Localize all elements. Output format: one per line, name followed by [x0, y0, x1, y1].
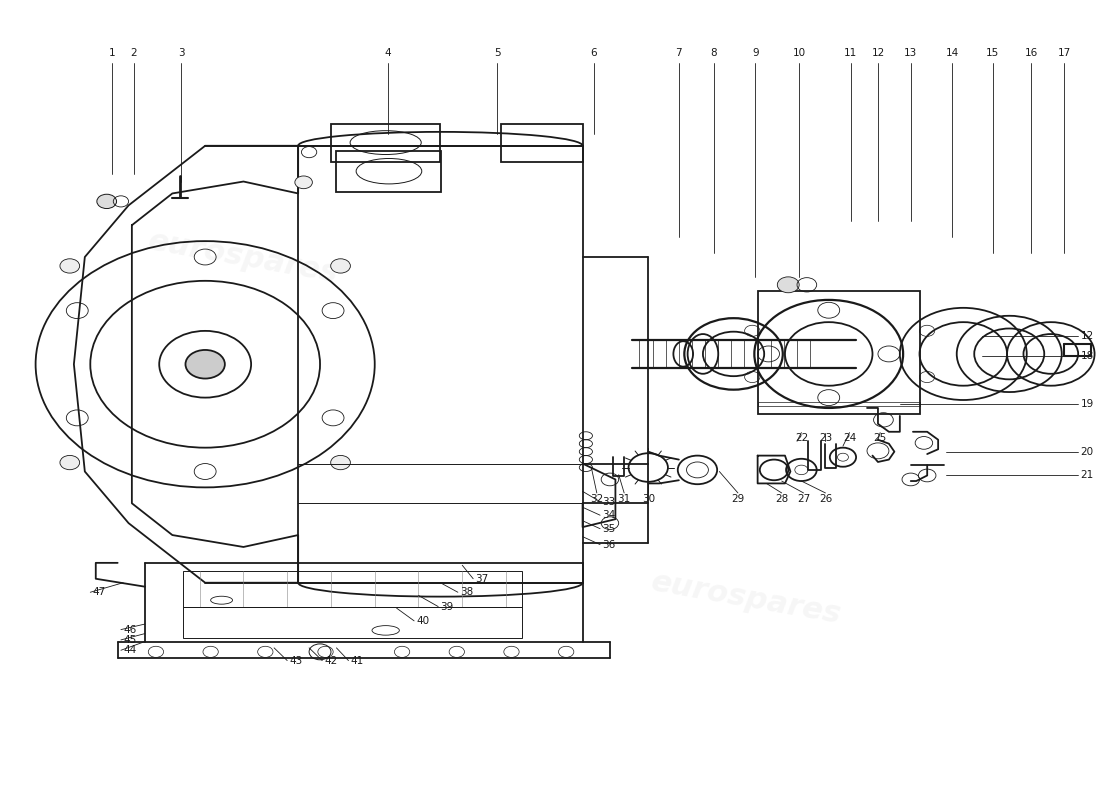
Text: 30: 30: [641, 494, 654, 504]
Text: 20: 20: [1080, 446, 1093, 457]
Text: 44: 44: [123, 646, 136, 655]
Text: 8: 8: [711, 48, 717, 58]
Circle shape: [97, 194, 117, 209]
Text: 47: 47: [92, 587, 106, 598]
Circle shape: [59, 258, 79, 273]
Text: 12: 12: [1080, 331, 1093, 342]
Circle shape: [778, 277, 800, 293]
Text: 6: 6: [591, 48, 597, 58]
Text: 41: 41: [351, 655, 364, 666]
Text: eurospares: eurospares: [146, 226, 341, 288]
Text: 9: 9: [752, 48, 759, 58]
Text: 17: 17: [1057, 48, 1070, 58]
Text: 42: 42: [324, 655, 338, 666]
Text: 25: 25: [873, 434, 887, 443]
Text: 12: 12: [871, 48, 884, 58]
Circle shape: [295, 176, 312, 189]
Text: 32: 32: [591, 494, 604, 504]
Text: 24: 24: [843, 434, 856, 443]
Text: 26: 26: [818, 494, 832, 504]
Text: 1: 1: [109, 48, 116, 58]
Circle shape: [331, 455, 351, 470]
Text: 23: 23: [818, 434, 832, 443]
Text: 36: 36: [603, 539, 616, 550]
Text: eurospares: eurospares: [649, 567, 844, 630]
Text: 11: 11: [844, 48, 857, 58]
Text: 29: 29: [732, 494, 745, 504]
Text: 28: 28: [776, 494, 789, 504]
Circle shape: [59, 455, 79, 470]
Text: 15: 15: [987, 48, 1000, 58]
Text: 46: 46: [123, 625, 136, 634]
Text: 31: 31: [617, 494, 630, 504]
Text: 33: 33: [603, 497, 616, 506]
Text: 18: 18: [1080, 351, 1093, 362]
Text: 4: 4: [385, 48, 392, 58]
Text: 38: 38: [460, 587, 473, 598]
Text: 2: 2: [131, 48, 138, 58]
Text: 7: 7: [675, 48, 682, 58]
Text: 3: 3: [178, 48, 185, 58]
Circle shape: [186, 350, 224, 378]
Text: 43: 43: [289, 655, 302, 666]
Text: 45: 45: [123, 635, 136, 645]
Text: 34: 34: [603, 510, 616, 520]
Text: 16: 16: [1024, 48, 1037, 58]
Text: 22: 22: [795, 434, 808, 443]
Text: 27: 27: [796, 494, 811, 504]
Text: 40: 40: [416, 616, 429, 626]
Text: 10: 10: [793, 48, 806, 58]
Text: 21: 21: [1080, 470, 1093, 481]
Text: 14: 14: [946, 48, 959, 58]
Text: 35: 35: [603, 524, 616, 534]
Text: 39: 39: [440, 602, 453, 611]
Text: 37: 37: [475, 574, 488, 584]
Text: 19: 19: [1080, 399, 1093, 409]
Circle shape: [331, 258, 351, 273]
Text: 13: 13: [904, 48, 917, 58]
Text: 5: 5: [494, 48, 501, 58]
